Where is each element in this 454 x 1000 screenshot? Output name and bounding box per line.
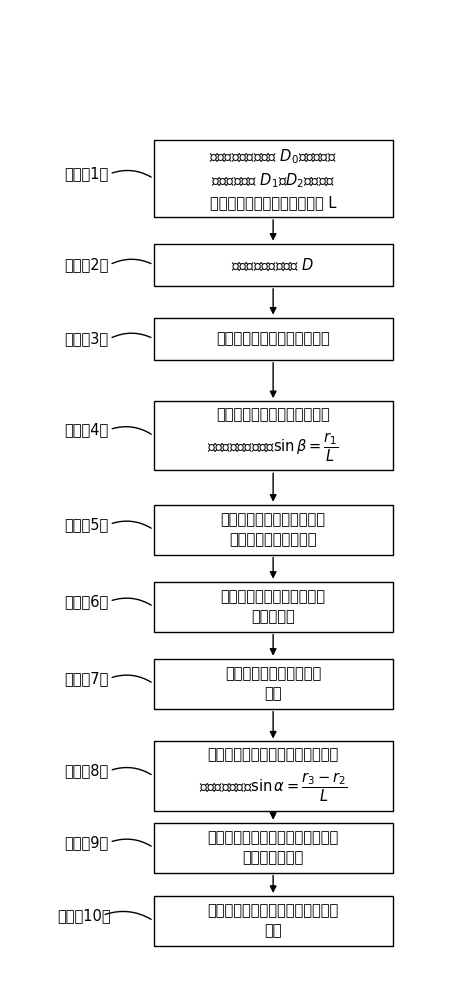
Text: 步骤（8）: 步骤（8） — [64, 763, 108, 778]
FancyBboxPatch shape — [153, 582, 393, 632]
Text: 步骤（6）: 步骤（6） — [64, 594, 108, 609]
FancyArrowPatch shape — [112, 839, 151, 846]
Text: 步骤（2）: 步骤（2） — [64, 257, 108, 272]
Text: 计算通信光束的光线偏角：由
几何关系，可以确定$\sin\beta = \dfrac{r_1}{L}$: 计算通信光束的光线偏角：由 几何关系，可以确定$\sin\beta = \dfr… — [207, 407, 339, 464]
Text: 确定通信光束的口径 $D$: 确定通信光束的口径 $D$ — [232, 256, 315, 273]
FancyBboxPatch shape — [153, 505, 393, 555]
FancyArrowPatch shape — [112, 675, 151, 682]
FancyBboxPatch shape — [153, 823, 393, 873]
FancyArrowPatch shape — [112, 333, 151, 337]
Text: 计算通信光束的光线偏角：由几何
关系，可以确定$\sin\alpha = \dfrac{r_3 - r_2}{L}$: 计算通信光束的光线偏角：由几何 关系，可以确定$\sin\alpha = \df… — [199, 748, 347, 804]
FancyBboxPatch shape — [153, 896, 393, 946]
FancyArrowPatch shape — [105, 911, 151, 919]
Text: 步骤（5）: 步骤（5） — [64, 517, 108, 532]
Text: 步骤（9）: 步骤（9） — [64, 835, 108, 850]
FancyBboxPatch shape — [153, 140, 393, 217]
Text: 步骤（1）: 步骤（1） — [64, 166, 108, 181]
Text: 确定复合功能元件跟踪部分的径向
轮廓: 确定复合功能元件跟踪部分的径向 轮廓 — [207, 903, 339, 938]
FancyBboxPatch shape — [153, 741, 393, 811]
FancyBboxPatch shape — [153, 244, 393, 286]
Text: 步骤（7）: 步骤（7） — [64, 671, 108, 686]
Text: 确定入射光束的直径 $D_0$，环形光束
的内外环直径 $D_1$、$D_2$与复合功
能元件与四象限探测器的间距 L: 确定入射光束的直径 $D_0$，环形光束 的内外环直径 $D_1$、$D_2$与… — [209, 147, 337, 210]
Text: 步骤（4）: 步骤（4） — [64, 422, 108, 437]
FancyBboxPatch shape — [153, 401, 393, 470]
Text: 建立跟踪光束的一一对应
关系: 建立跟踪光束的一一对应 关系 — [225, 666, 321, 701]
FancyArrowPatch shape — [112, 521, 151, 528]
Text: 步骤（10）: 步骤（10） — [57, 908, 110, 923]
Text: 建立通信光束的一一对应关系: 建立通信光束的一一对应关系 — [216, 331, 330, 346]
Text: 确定复合功能元件通信部分
的径向轮廓: 确定复合功能元件通信部分 的径向轮廓 — [221, 589, 326, 624]
FancyArrowPatch shape — [112, 768, 151, 775]
FancyArrowPatch shape — [112, 170, 151, 177]
FancyArrowPatch shape — [112, 259, 151, 264]
FancyArrowPatch shape — [112, 598, 151, 605]
Text: 确定复合功能元件通信部分
的径向相位分布表达式: 确定复合功能元件通信部分 的径向相位分布表达式 — [221, 512, 326, 547]
FancyBboxPatch shape — [153, 659, 393, 709]
Text: 确定复合功能元件跟踪部分的径向
相位分布表达式: 确定复合功能元件跟踪部分的径向 相位分布表达式 — [207, 830, 339, 865]
FancyBboxPatch shape — [153, 318, 393, 360]
Text: 步骤（3）: 步骤（3） — [64, 331, 108, 346]
FancyArrowPatch shape — [112, 427, 151, 434]
